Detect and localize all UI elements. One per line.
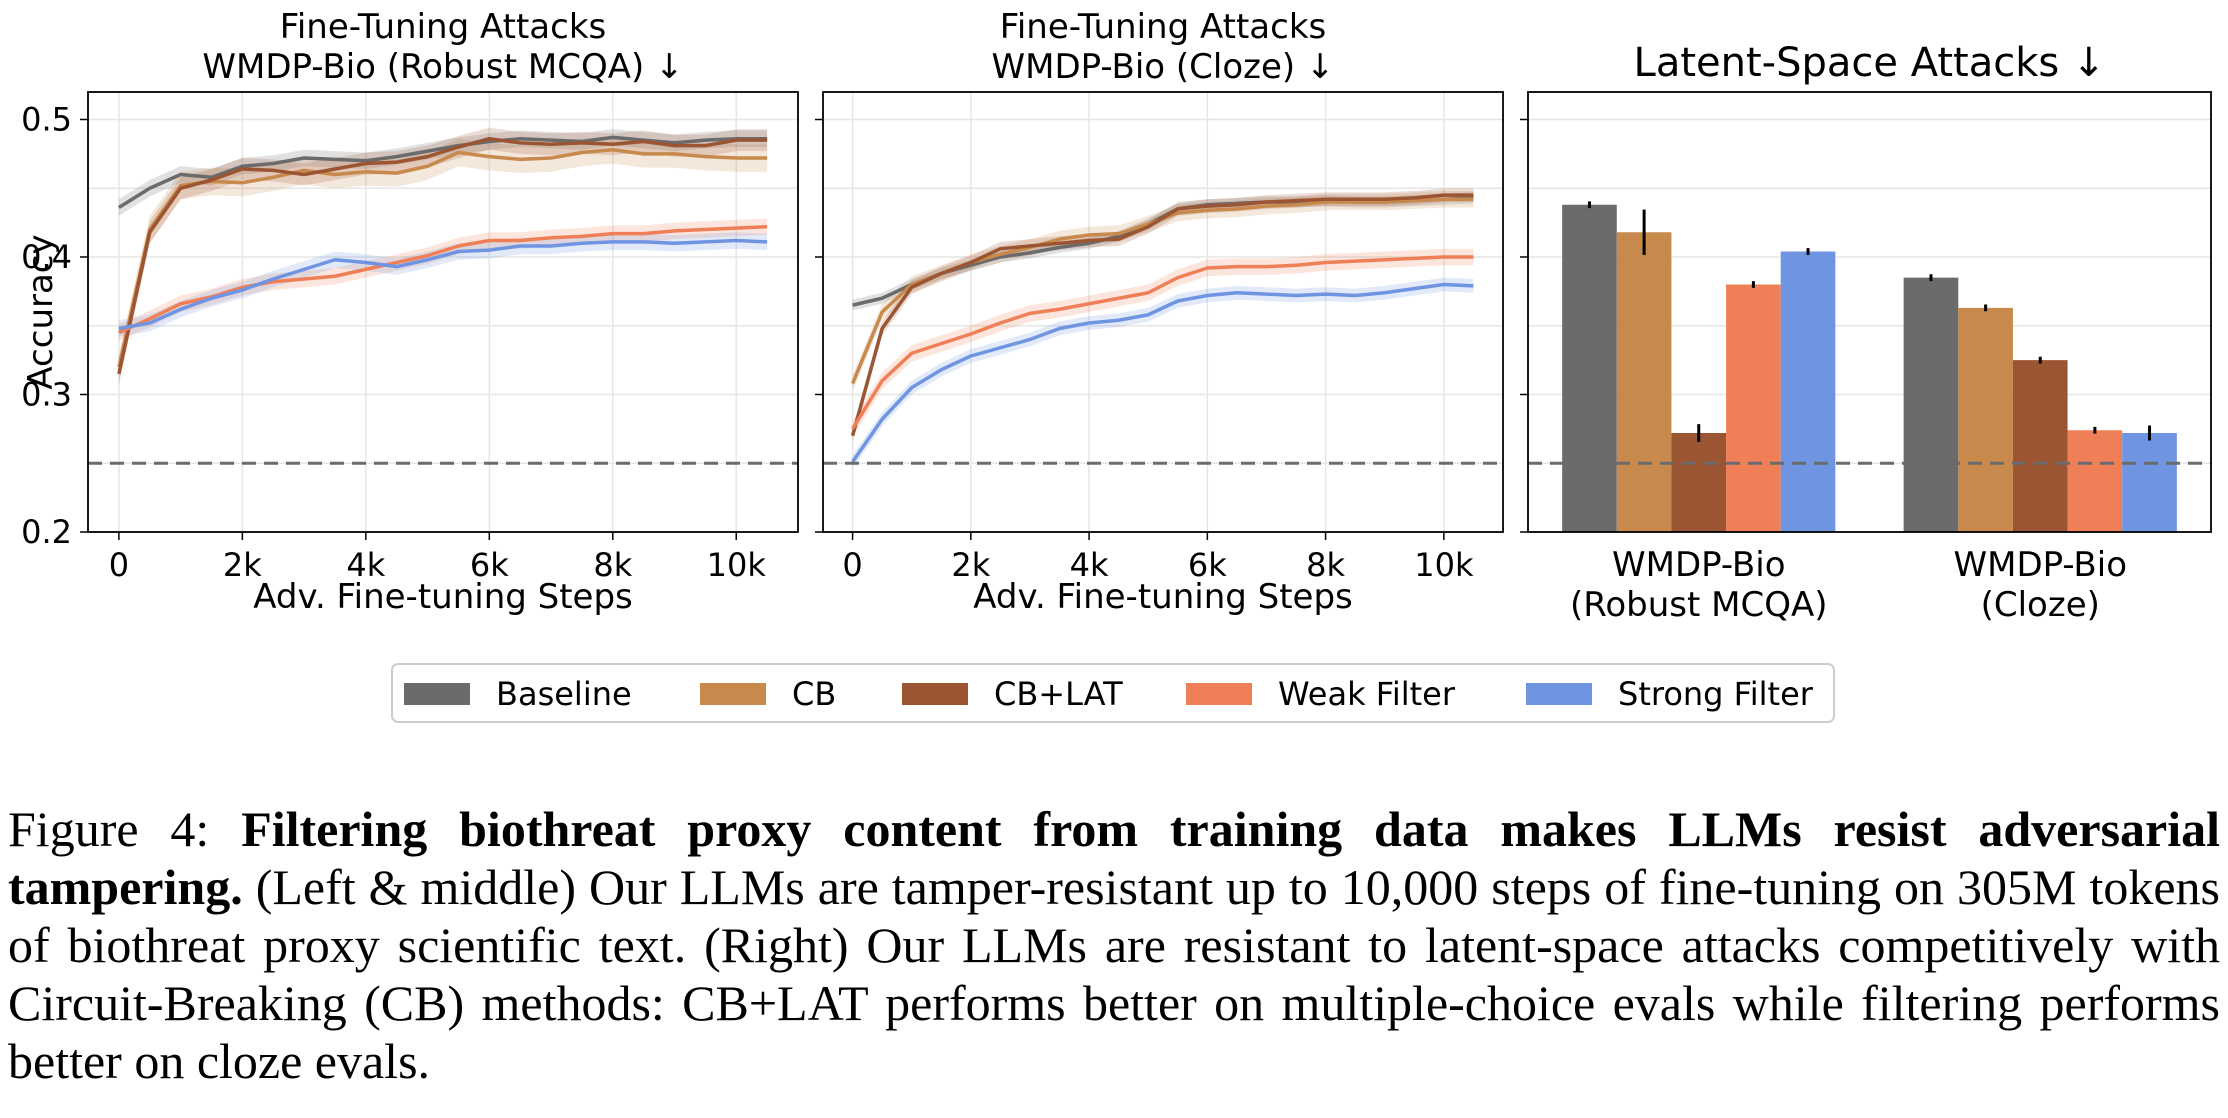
y-tick-label: 0.2 <box>21 513 72 551</box>
x-tick-label: 8k <box>593 546 632 584</box>
line-strong-filter <box>118 238 768 331</box>
y-tick-label: 0.4 <box>21 238 72 276</box>
figure: 0 2k 4k 6k 8k 10k 0.2 0.3 0.4 0.5 Fine-Tuning Atta… <box>21 7 2212 723</box>
x-tick-label: 2k <box>951 546 990 584</box>
line-strong-filter <box>851 282 1474 463</box>
chart-title-line2: WMDP-Bio (Robust MCQA) ↓ <box>202 47 683 87</box>
bar-cb-0 <box>1616 232 1672 532</box>
caption-body: (Left & middle) Our LLMs are tamper-resi… <box>8 859 2221 1089</box>
legend-label-strong-filter: Strong Filter <box>1618 675 1814 713</box>
x-tick-label: 8k <box>1306 546 1345 584</box>
legend-swatch-weak-filter <box>1186 683 1252 705</box>
line-cb-lat <box>117 137 768 375</box>
x-tick-label: 0 <box>109 546 129 584</box>
plot-frame <box>87 91 799 533</box>
x-tick-label: 4k <box>346 546 385 584</box>
legend-swatch-cb-lat <box>902 683 968 705</box>
category-label: (Cloze) <box>1981 585 2100 625</box>
bar-weak-filter-1 <box>2067 430 2123 532</box>
bar-cb-lat-1 <box>2012 360 2068 532</box>
legend: Baseline CB CB+LAT Weak Filter Strong Filter <box>391 663 1835 723</box>
legend-label-baseline: Baseline <box>496 675 632 713</box>
panel-latent-space: WMDP-Bio(Robust MCQA)WMDP-Bio(Cloze)Late… <box>1520 40 2212 625</box>
line-baseline <box>117 135 768 209</box>
bar-baseline-1 <box>1903 277 1959 532</box>
band-cb <box>118 136 768 381</box>
caption-label: Figure 4: <box>8 801 210 857</box>
chart-title-line1: Fine-Tuning Attacks <box>280 7 607 47</box>
caption-bold: Filtering biothreat proxy content from t… <box>8 801 2220 915</box>
x-tick-label: 10k <box>707 546 767 584</box>
legend-swatch-baseline <box>404 683 470 705</box>
legend-label-cb-lat: CB+LAT <box>994 675 1123 713</box>
line-cb-lat <box>850 193 1474 437</box>
y-tick-label: 0.3 <box>21 376 72 414</box>
bar-weak-filter-0 <box>1726 284 1781 532</box>
panel-finetune-mcqa: 0 2k 4k 6k 8k 10k 0.2 0.3 0.4 0.5 Fine-Tuning Atta… <box>21 7 799 617</box>
legend-label-cb: CB <box>792 675 836 713</box>
bar-strong-filter-1 <box>2122 433 2177 532</box>
y-axis-label: Accuracy <box>21 234 61 389</box>
bar-baseline-0 <box>1562 204 1617 532</box>
category-label: WMDP-Bio <box>1612 545 1786 585</box>
bar-strong-filter-0 <box>1780 251 1836 532</box>
category-label: WMDP-Bio <box>1953 545 2127 585</box>
x-tick-label: 4k <box>1070 546 1109 584</box>
category-label: (Robust MCQA) <box>1570 585 1828 625</box>
band-baseline <box>118 129 768 216</box>
y-tick-label: 0.5 <box>21 101 72 139</box>
legend-swatch-cb <box>700 683 766 705</box>
x-tick-label: 0 <box>842 546 862 584</box>
band-strong-filter <box>118 232 768 337</box>
chart-title: Latent-Space Attacks ↓ <box>1634 40 2106 86</box>
x-tick-label: 6k <box>1188 546 1227 584</box>
plot-frame <box>822 91 1504 533</box>
plot-frame <box>1527 91 2212 533</box>
x-tick-label: 2k <box>223 546 262 584</box>
line-weak-filter <box>118 225 768 335</box>
legend-box <box>391 663 1835 723</box>
x-axis-label: Adv. Fine-tuning Steps <box>973 577 1353 617</box>
panel-finetune-cloze: 0 2k 4k 6k 8k 10k Fine-Tuning AttacksWMDP-Bio … <box>815 7 1504 617</box>
bar-cb-lat-0 <box>1671 433 1727 532</box>
x-tick-label: 10k <box>1414 546 1474 584</box>
line-weak-filter <box>851 255 1474 430</box>
line-cb <box>117 148 768 368</box>
x-axis-label: Adv. Fine-tuning Steps <box>253 577 633 617</box>
figure-caption: Figure 4: Filtering biothreat proxy cont… <box>8 800 2220 1090</box>
legend-swatch-strong-filter <box>1526 683 1592 705</box>
band-cb-lat <box>118 127 768 385</box>
x-tick-label: 6k <box>470 546 509 584</box>
chart-title-line2: WMDP-Bio (Cloze) ↓ <box>992 47 1335 87</box>
legend-label-weak-filter: Weak Filter <box>1278 675 1456 713</box>
bar-cb-1 <box>1958 307 2013 532</box>
chart-title-line1: Fine-Tuning Attacks <box>1000 7 1327 47</box>
